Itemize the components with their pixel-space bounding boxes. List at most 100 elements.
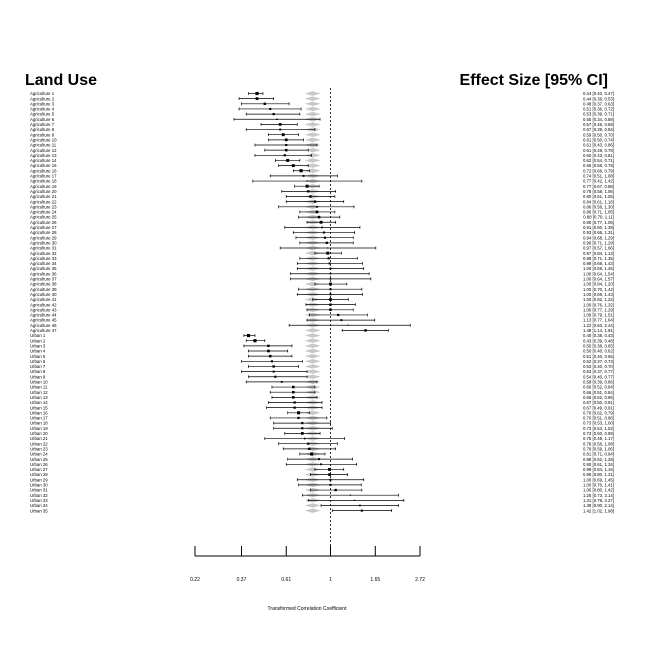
point-estimate [326,251,330,255]
study-row: Urban 32 1.25 [0.73, 2.14] [30,493,614,498]
study-label: Urban 21 [30,436,48,441]
study-ci-text: 0.90 [0.61, 1.34] [583,462,614,467]
point-estimate [255,91,259,96]
study-row: Urban 14 0.67 [0.50, 0.91] [30,400,614,405]
study-ci-text: 0.88 [0.70, 1.11] [583,215,614,220]
point-estimate [280,380,283,383]
header-effect-size: Effect Size [95% CI] [459,72,608,89]
model-estimate-diamond [304,369,321,374]
study-label: Agriculture 26 [30,220,57,225]
study-ci-text: 0.88 [0.62, 1.28] [583,457,614,462]
study-ci-text: 1.39 [0.90, 2.14] [583,503,614,508]
model-estimate-diamond [304,91,321,96]
study-row: Urban 7 0.53 [0.40, 0.70] [30,364,614,369]
study-label: Urban 15 [30,405,48,410]
study-label: Agriculture 25 [30,215,57,220]
study-ci-text: 0.50 [0.40, 0.62] [583,349,614,354]
study-label: Agriculture 38 [30,282,57,287]
study-label: Agriculture 12 [30,148,57,153]
study-label: Agriculture 36 [30,271,57,276]
study-ci-text: 0.61 [0.48, 0.78] [583,148,614,153]
study-row: Urban 11 0.66 [0.52, 0.84] [30,385,614,390]
point-estimate [253,339,257,343]
study-ci-text: 0.60 [0.43, 0.81] [583,153,614,158]
model-estimate-diamond [304,328,321,333]
study-label: Urban 16 [30,410,48,415]
model-estimate-diamond [304,101,321,106]
point-estimate [310,452,314,456]
study-row: Agriculture 36 1.00 [0.64, 1.54] [30,271,614,276]
study-ci-text: 0.75 [0.48, 1.17] [583,436,614,441]
study-rows: Agriculture 1 0.44 [0.40, 0.47]Agricultur… [30,91,614,513]
study-ci-text: 1.09 [0.79, 1.51] [583,313,614,318]
point-estimate [359,504,361,507]
study-row: Agriculture 27 0.91 [0.60, 1.39] [30,225,614,230]
point-estimate [281,133,285,137]
model-estimate-diamond [304,111,321,117]
study-label: Agriculture 21 [30,194,57,199]
point-estimate [349,494,352,496]
study-row: Urban 25 0.88 [0.62, 1.28] [30,457,614,462]
study-ci-text: 1.31 [0.78, 2.27] [583,498,614,503]
study-ci-text: 0.54 [0.40, 0.77] [583,374,614,379]
study-label: Agriculture 15 [30,163,57,168]
study-label: Urban 18 [30,421,48,426]
point-estimate [293,406,296,409]
point-estimate [297,411,301,415]
point-estimate [329,293,332,296]
study-label: Agriculture 9 [30,132,55,137]
study-ci-text: 0.99 [0.80, 1.21] [583,472,614,477]
study-row: Agriculture 17 0.74 [0.51, 1.08] [30,174,614,179]
point-estimate [284,148,288,152]
study-label: Agriculture 46 [30,323,57,328]
study-label: Urban 5 [30,354,46,359]
study-row: Agriculture 13 0.60 [0.43, 0.81] [30,153,614,158]
study-ci-text: 0.66 [0.56, 0.78] [583,163,614,168]
study-label: Agriculture 33 [30,256,57,261]
point-estimate [283,154,286,157]
study-row: Agriculture 33 0.98 [0.71, 1.35] [30,256,614,261]
study-label: Urban 10 [30,380,48,385]
study-row: Agriculture 4 0.51 [0.36, 0.72] [30,107,614,112]
study-label: Agriculture 16 [30,168,57,173]
study-label: Urban 23 [30,446,48,451]
study-row: Urban 13 0.66 [0.52, 0.86] [30,395,614,400]
model-estimate-diamond [304,168,321,173]
point-estimate [292,396,295,399]
study-row: Urban 6 0.52 [0.37, 0.73] [30,359,614,364]
study-row: Agriculture 7 0.57 [0.46, 0.69] [30,122,614,127]
point-estimate [316,205,318,208]
study-ci-text: 0.50 [0.38, 0.65] [583,343,614,348]
point-estimate [278,123,282,126]
study-ci-text: 0.66 [0.52, 0.84] [583,385,614,390]
point-estimate [272,370,275,373]
study-ci-text: 0.97 [0.84, 1.13] [583,251,614,256]
study-ci-text: 0.99 [0.84, 1.16] [583,467,614,472]
study-row: Urban 23 0.79 [0.59, 1.06] [30,446,614,451]
point-estimate [327,247,329,249]
point-estimate [327,257,330,260]
study-label: Agriculture 4 [30,107,55,112]
study-row: Agriculture 46 1.22 [0.63, 2.44] [30,323,614,328]
study-ci-text: 0.91 [0.60, 1.39] [583,225,614,230]
study-label: Urban 9 [30,374,46,379]
point-estimate [328,262,331,265]
study-label: Agriculture 11 [30,143,57,148]
study-label: Urban 28 [30,472,48,477]
x-tick-label: 0.37 [237,577,247,583]
study-row: Agriculture 43 1.00 [0.77, 1.29] [30,307,614,312]
study-ci-text: 0.44 [0.40, 0.47] [583,91,614,96]
study-row: Urban 28 0.99 [0.80, 1.21] [30,472,614,477]
study-label: Urban 32 [30,493,48,498]
point-estimate [269,107,272,110]
model-estimate-diamond [304,467,321,472]
study-label: Urban 29 [30,477,48,482]
study-ci-text: 1.00 [0.76, 1.32] [583,302,614,307]
study-ci-text: 0.77 [0.67, 0.88] [583,184,614,189]
point-estimate [360,509,363,512]
study-row: Urban 24 0.81 [0.71, 0.94] [30,452,614,457]
model-estimate-diamond [304,163,321,168]
study-row: Urban 35 1.42 [1.02, 1.98] [30,508,614,513]
study-ci-text: 0.53 [0.39, 0.71] [583,112,614,117]
point-estimate [322,231,326,234]
